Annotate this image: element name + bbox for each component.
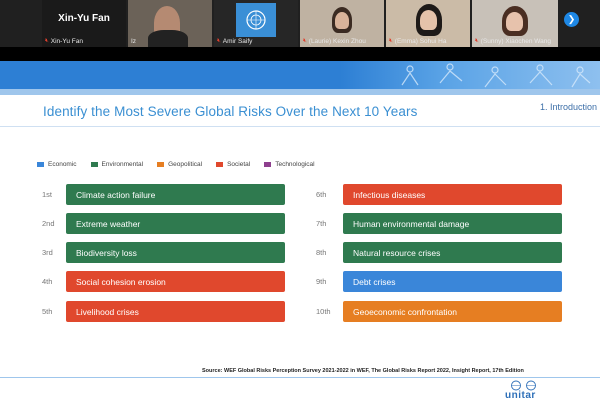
banner-underline	[0, 89, 600, 95]
participant-tile[interactable]: 🔇︎ Amir Saify	[214, 0, 298, 47]
slide-section-label: 1. Introduction	[539, 102, 597, 112]
risk-rank: 10th	[316, 307, 331, 316]
participant-tile[interactable]: Xin-Yu Fan 🔇︎ Xin-Yu Fan	[42, 0, 126, 47]
participant-name: Iz	[131, 38, 137, 45]
slide-title: Identify the Most Severe Global Risks Ov…	[43, 104, 418, 119]
participant-name-label: 🔇︎ Xin-Yu Fan	[45, 38, 83, 45]
mic-muted-icon: 🔇︎	[389, 38, 393, 44]
mic-muted-icon: 🔇︎	[303, 38, 307, 44]
footer-divider	[0, 377, 600, 378]
participant-video-face	[506, 12, 523, 31]
risk-rank: 4th	[42, 277, 53, 286]
legend-label: Environmental	[101, 161, 144, 168]
legend-item: Technological	[264, 161, 315, 168]
chevron-right-icon: ❯	[567, 14, 576, 24]
legend-label: Technological	[275, 161, 315, 168]
banner-gradient	[340, 61, 600, 89]
participant-name: Amir Saify	[222, 38, 253, 45]
participant-name-label: 🔇︎ (Sunny) Xiaochen Wang	[475, 38, 551, 45]
unitar-logo: unitar	[505, 380, 555, 402]
participant-name-label: Iz	[131, 38, 136, 45]
participant-tile[interactable]: 🔇︎ (Sunny) Xiaochen Wang	[472, 0, 558, 47]
risk-bar: Climate action failure	[66, 184, 285, 205]
risk-bar: Natural resource crises	[343, 242, 562, 263]
next-page-button[interactable]: ❯	[564, 12, 579, 27]
risk-rank: 2nd	[42, 219, 55, 228]
risk-rank: 7th	[316, 219, 327, 228]
legend-label: Societal	[227, 161, 251, 168]
mic-muted-icon: 🔇︎	[45, 38, 49, 44]
participant-tile[interactable]: 🔇︎ (Emma) Sohui Ha	[386, 0, 470, 47]
strip-divider	[0, 47, 600, 61]
participant-tile[interactable]: 🔇︎ (Laurie) Kexin Zhou	[300, 0, 384, 47]
legend-item: Societal	[216, 161, 250, 168]
participant-strip: Xin-Yu Fan 🔇︎ Xin-Yu Fan Iz 🔇︎ Amir Saif…	[0, 0, 600, 47]
participant-name-label: 🔇︎ Amir Saify	[217, 38, 252, 45]
legend-swatch	[264, 162, 272, 167]
participant-name-label: 🔇︎ (Laurie) Kexin Zhou	[303, 38, 366, 45]
source-citation: Source: WEF Global Risks Perception Surv…	[202, 368, 524, 374]
participant-name: Xin-Yu Fan	[50, 38, 83, 45]
risk-bar: Infectious diseases	[343, 184, 562, 205]
legend-item: Environmental	[90, 161, 144, 168]
risk-rank: 6th	[316, 190, 327, 199]
participant-video-face	[335, 12, 349, 29]
legend-item: Geopolitical	[157, 161, 202, 168]
mic-muted-icon: 🔇︎	[475, 38, 479, 44]
legend-label: Economic	[48, 161, 77, 168]
risk-category-legend: Economic Environmental Geopolitical Societa…	[37, 161, 315, 168]
participant-display-name: Xin-Yu Fan	[58, 13, 110, 24]
risk-rank: 8th	[316, 248, 327, 257]
risk-bar: Extreme weather	[66, 213, 285, 234]
legend-swatch	[216, 162, 224, 167]
risk-rank: 1st	[42, 190, 53, 199]
participant-name-label: 🔇︎ (Emma) Sohui Ha	[389, 38, 446, 45]
legend-swatch	[90, 162, 98, 167]
legend-item: Economic	[37, 161, 77, 168]
slide-banner	[0, 61, 600, 89]
risk-bar: Biodiversity loss	[66, 242, 285, 263]
risk-rank: 9th	[316, 277, 327, 286]
participant-name: (Emma) Sohui Ha	[394, 38, 447, 45]
participant-name: (Sunny) Xiaochen Wang	[480, 38, 551, 45]
shared-slide: Identify the Most Severe Global Risks Ov…	[0, 61, 600, 402]
un-emblem-icon	[511, 380, 536, 391]
mic-muted-icon: 🔇︎	[217, 38, 221, 44]
un-emblem-icon	[236, 3, 276, 37]
participant-tile[interactable]: Iz	[128, 0, 212, 47]
risk-rank: 5th	[42, 307, 53, 316]
risk-bar: Human environmental damage	[343, 213, 562, 234]
risk-bar: Geoeconomic confrontation	[343, 301, 562, 322]
risk-bar: Livelihood crises	[66, 301, 285, 322]
risk-bar: Social cohesion erosion	[66, 271, 285, 292]
risk-bar: Debt crises	[343, 271, 562, 292]
unitar-logo-text: unitar	[505, 390, 536, 401]
banner-people-graphic-icon	[401, 63, 591, 88]
participant-video-face	[420, 10, 437, 30]
legend-swatch	[157, 162, 165, 167]
participant-name: (Laurie) Kexin Zhou	[308, 38, 366, 45]
title-divider	[0, 126, 600, 127]
participant-video-body	[148, 30, 188, 47]
risk-rank: 3rd	[42, 248, 53, 257]
legend-label: Geopolitical	[168, 161, 203, 168]
legend-swatch	[37, 162, 44, 167]
